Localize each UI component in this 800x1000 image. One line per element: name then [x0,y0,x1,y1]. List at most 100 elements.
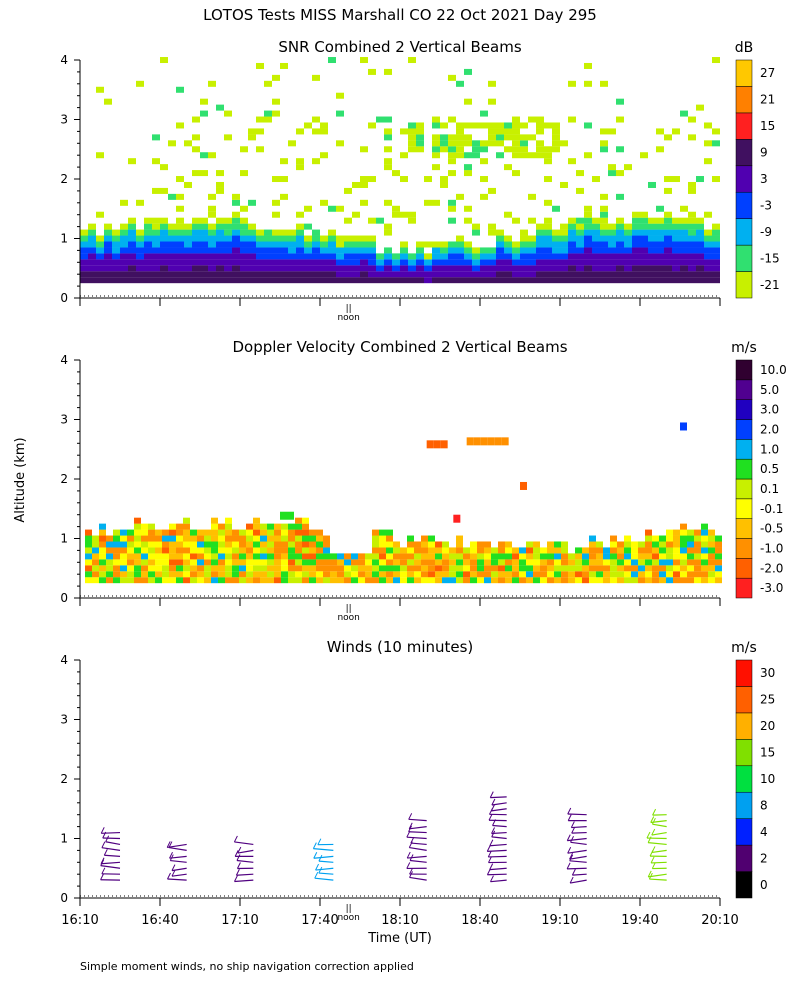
heatmap-cell [704,140,712,147]
heatmap-cell [176,122,184,129]
heatmap-cell [652,571,659,578]
heatmap-cell [88,277,96,284]
heatmap-cell [449,553,456,560]
x-tick-label: 16:40 [141,913,178,928]
heatmap-cell [640,217,648,224]
heatmap-cell [239,559,246,566]
heatmap-cell [211,559,218,566]
heatmap-cell [204,577,211,584]
heatmap-cell [155,559,162,566]
heatmap-cell [544,217,552,224]
heatmap-cell [168,277,176,284]
heatmap-cell [400,265,408,272]
heatmap-cell [505,541,512,548]
heatmap-cell [407,535,414,542]
heatmap-cell [421,547,428,554]
x-tick-label: 18:40 [461,913,498,928]
heatmap-cell [407,553,414,560]
wind-barb [569,860,587,863]
heatmap-cell [624,265,632,272]
heatmap-cell [295,559,302,566]
heatmap-cell [162,535,169,542]
heatmap-cell [160,277,168,284]
heatmap-cell [368,271,376,278]
x-tick-label: 19:40 [621,913,658,928]
heatmap-cell [560,271,568,278]
heatmap-cell [520,277,528,284]
heatmap-cell [421,541,428,548]
heatmap-cell [302,559,309,566]
heatmap-cell [408,277,416,284]
heatmap-cell [336,241,344,248]
heatmap-cell [272,74,280,81]
wind-barb [318,860,334,863]
heatmap-cell [304,259,312,266]
heatmap-cell [260,559,267,566]
heatmap-cell [449,547,456,554]
heatmap-cell [328,205,336,212]
heatmap-cell [631,571,638,578]
x-tick-label: 16:10 [61,913,98,928]
heatmap-cell [160,241,168,248]
heatmap-cell [288,571,295,578]
wind-barb-flag [566,834,571,841]
heatmap-cell [211,553,218,560]
heatmap-cell [134,517,141,524]
heatmap-cell [240,170,248,177]
heatmap-cell [176,535,183,542]
heatmap-cell [295,553,302,560]
heatmap-cell [128,253,136,260]
heatmap-cell [561,547,568,554]
heatmap-cell [673,571,680,578]
heatmap-cell [392,277,400,284]
heatmap-cell [128,217,136,224]
colorbar-swatch [735,659,753,687]
heatmap-cell [358,559,365,566]
heatmap-cell [136,229,144,236]
heatmap-cell [104,241,112,248]
heatmap-cell [701,547,708,554]
heatmap-cell [155,535,162,542]
heatmap-cell [638,547,645,554]
wind-barb [407,855,427,859]
heatmap-cell [617,571,624,578]
colorbar-swatch [735,59,753,87]
heatmap-cell [645,529,652,536]
heatmap-cell [610,553,617,560]
heatmap-cell [688,187,696,194]
heatmap-cell [582,547,589,554]
heatmap-cell [360,199,368,206]
heatmap-cell [328,241,336,248]
heatmap-cell [704,158,712,165]
heatmap-cell [288,253,296,260]
heatmap-cell [664,176,672,183]
heatmap-cell [428,577,435,584]
heatmap-cell [582,571,589,578]
heatmap-cell [240,229,248,236]
colorbar-swatch [735,538,753,559]
heatmap-cell [312,235,320,242]
heatmap-cell [365,565,372,572]
heatmap-cell [648,217,656,224]
heatmap-cell [504,253,512,260]
heatmap-cell [496,229,504,236]
heatmap-cell [295,547,302,554]
heatmap-cell [368,277,376,284]
heatmap-cell [407,577,414,584]
heatmap-cell [96,86,104,93]
heatmap-cell [616,146,624,153]
wind-profile [566,807,587,884]
heatmap-cell [424,277,432,284]
heatmap-cell [408,259,416,266]
heatmap-cell [440,247,448,254]
heatmap-cell [240,235,248,242]
heatmap-cell [295,517,302,524]
heatmap-cell [456,247,464,254]
plot-area [85,422,722,584]
heatmap-cell [312,247,320,254]
heatmap-cell [197,541,204,548]
heatmap-cell [528,247,536,254]
heatmap-cell [384,134,392,141]
heatmap-cell [520,481,527,490]
heatmap-cell [416,247,424,254]
